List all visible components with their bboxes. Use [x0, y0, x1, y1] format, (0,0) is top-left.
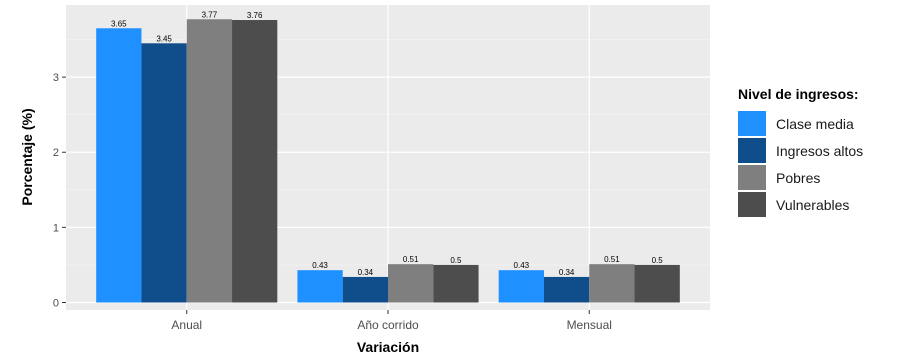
bar-value-labels: 3.65 3.45 3.77 3.76 0.43 0.34 0.51 0.5 0.43 0.34 0…: [111, 10, 663, 277]
legend-item: Pobres: [738, 164, 863, 191]
legend-label: Vulnerables: [776, 196, 850, 213]
legend-title: Nivel de ingresos:: [738, 86, 859, 102]
y-tick-label: 0: [53, 297, 59, 309]
bar-ingresos-altos-1: [342, 276, 388, 303]
bar-value-label: 0.43: [312, 261, 328, 270]
y-tick-label: 2: [53, 147, 59, 159]
legend-swatch: [738, 192, 766, 217]
y-tick-label: 3: [53, 72, 59, 84]
legend-label: Pobres: [776, 169, 821, 186]
bar-value-label: 0.34: [559, 268, 575, 277]
x-tick-label: Mensual: [567, 318, 612, 332]
legend-swatch: [738, 111, 766, 136]
bar-clase-media-2: [498, 270, 544, 303]
bar-vulnerables-0: [232, 20, 278, 303]
legend-item: Ingresos altos: [738, 137, 863, 164]
axes: 0 1 2 3 Anual Año corrido Mensual: [53, 72, 612, 332]
bar-clase-media-0: [96, 28, 142, 303]
legend-swatch: [738, 138, 766, 163]
x-axis-title: Variación: [357, 339, 419, 355]
legend-items: Clase media Ingresos altos Pobres Vulnerabl…: [738, 110, 863, 218]
bar-value-label: 3.65: [111, 19, 127, 28]
legend-label: Clase media: [776, 115, 854, 132]
legend-swatch: [738, 165, 766, 190]
legend: Nivel de ingresos: Clase media Ingresos a…: [738, 86, 863, 218]
y-axis-title: Porcentaje (%): [19, 108, 35, 205]
bar-pobres-1: [388, 264, 434, 303]
bar-pobres-0: [186, 19, 233, 303]
y-tick-label: 1: [53, 222, 59, 234]
bar-value-label: 0.43: [514, 261, 530, 270]
bar-value-label: 0.5: [450, 256, 462, 265]
x-tick-label: Anual: [171, 318, 202, 332]
bar-value-label: 3.45: [156, 34, 172, 43]
bars: [96, 19, 680, 303]
legend-label: Ingresos altos: [776, 142, 864, 159]
bar-vulnerables-1: [433, 264, 479, 303]
bar-ingresos-altos-2: [543, 276, 590, 303]
legend-item: Vulnerables: [738, 191, 863, 218]
legend-item: Clase media: [738, 110, 863, 137]
bar-pobres-2: [589, 264, 635, 303]
bar-vulnerables-2: [634, 264, 680, 303]
x-tick-label: Año corrido: [357, 318, 419, 332]
bar-value-label: 3.76: [247, 11, 263, 20]
bar-ingresos-altos-0: [141, 43, 187, 303]
bar-value-label: 0.51: [403, 255, 419, 264]
bar-value-label: 0.51: [604, 255, 620, 264]
bar-value-label: 3.77: [202, 10, 218, 19]
bar-value-label: 0.34: [358, 268, 374, 277]
bar-value-label: 0.5: [652, 256, 664, 265]
bar-clase-media-1: [297, 270, 343, 303]
